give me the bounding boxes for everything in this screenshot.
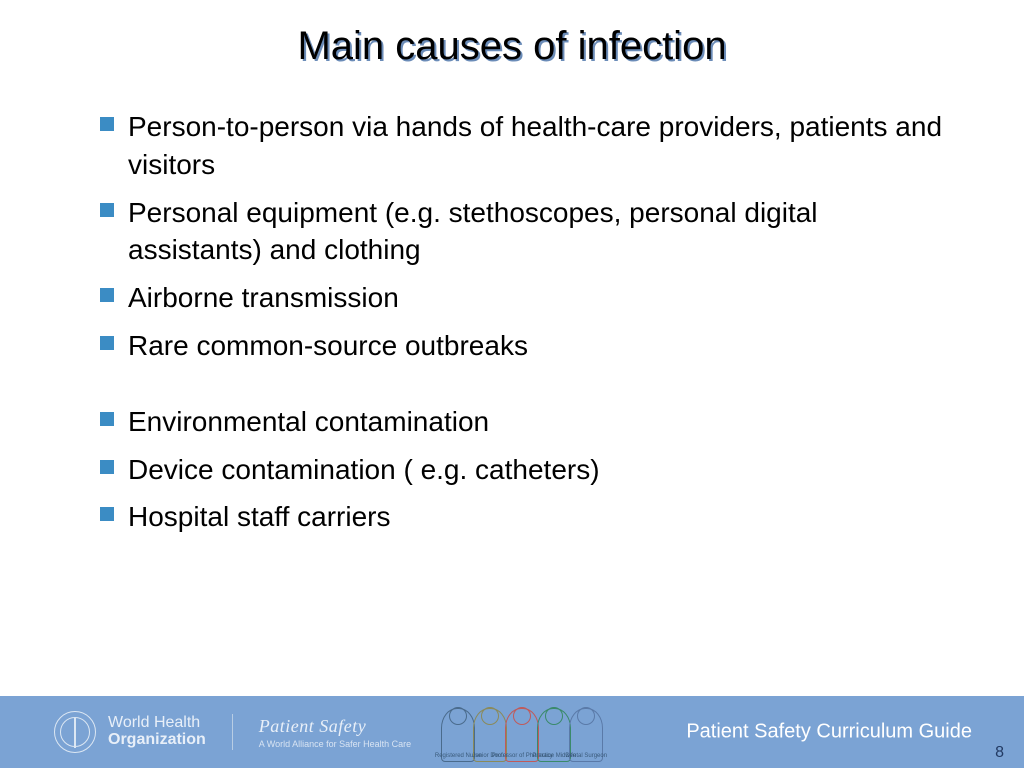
who-line1: World Health — [108, 715, 206, 732]
bullet-item: Environmental contamination — [100, 403, 944, 441]
bullet-text: Device contamination ( e.g. catheters) — [128, 451, 600, 489]
ps-line2: A World Alliance for Safer Health Care — [259, 739, 411, 749]
slide: Main causes of infection Person-to-perso… — [0, 0, 1024, 768]
silhouette-head-icon — [577, 707, 595, 725]
page-number: 8 — [995, 744, 1004, 762]
bullet-group-1: Person-to-person via hands of health-car… — [100, 108, 944, 365]
bullet-text: Hospital staff carriers — [128, 498, 390, 536]
silhouettes-graphic: Registered NurseJunior DoctorProfessor o… — [441, 702, 601, 762]
who-line2: Organization — [108, 732, 206, 749]
bullet-group-2: Environmental contamination Device contam… — [100, 403, 944, 536]
bullet-marker-icon — [100, 117, 114, 131]
silhouette-head-icon — [449, 707, 467, 725]
bullet-item: Device contamination ( e.g. catheters) — [100, 451, 944, 489]
slide-title: Main causes of infection — [0, 24, 1024, 69]
bullet-text: Environmental contamination — [128, 403, 489, 441]
who-emblem-icon — [54, 711, 96, 753]
silhouette-icon: Registered Nurse — [441, 708, 475, 762]
bullet-item: Rare common-source outbreaks — [100, 327, 944, 365]
silhouette-head-icon — [545, 707, 563, 725]
curriculum-label: Patient Safety Curriculum Guide — [686, 721, 972, 744]
bullet-text: Rare common-source outbreaks — [128, 327, 528, 365]
silhouette-head-icon — [481, 707, 499, 725]
bullet-item: Person-to-person via hands of health-car… — [100, 108, 944, 184]
slide-footer: World Health Organization Patient Safety… — [0, 696, 1024, 768]
ps-line1: Patient Safety — [259, 716, 411, 737]
who-text: World Health Organization — [108, 715, 206, 749]
bullet-marker-icon — [100, 507, 114, 521]
bullet-item: Personal equipment (e.g. stethoscopes, p… — [100, 194, 944, 270]
bullet-text: Personal equipment (e.g. stethoscopes, p… — [128, 194, 944, 270]
silhouette-head-icon — [513, 707, 531, 725]
bullet-marker-icon — [100, 288, 114, 302]
slide-content: Person-to-person via hands of health-car… — [100, 108, 944, 546]
bullet-item: Hospital staff carriers — [100, 498, 944, 536]
patient-safety-block: Patient Safety A World Alliance for Safe… — [259, 716, 411, 749]
bullet-marker-icon — [100, 203, 114, 217]
bullet-marker-icon — [100, 460, 114, 474]
footer-left: World Health Organization Patient Safety… — [0, 702, 601, 762]
bullet-text: Airborne transmission — [128, 279, 399, 317]
bullet-marker-icon — [100, 336, 114, 350]
footer-divider — [232, 714, 233, 750]
bullet-item: Airborne transmission — [100, 279, 944, 317]
silhouette-icon: Dental Surgeon — [569, 708, 603, 762]
bullet-text: Person-to-person via hands of health-car… — [128, 108, 944, 184]
bullet-group-gap — [100, 375, 944, 403]
silhouette-label: Dental Surgeon — [565, 753, 607, 759]
bullet-marker-icon — [100, 412, 114, 426]
